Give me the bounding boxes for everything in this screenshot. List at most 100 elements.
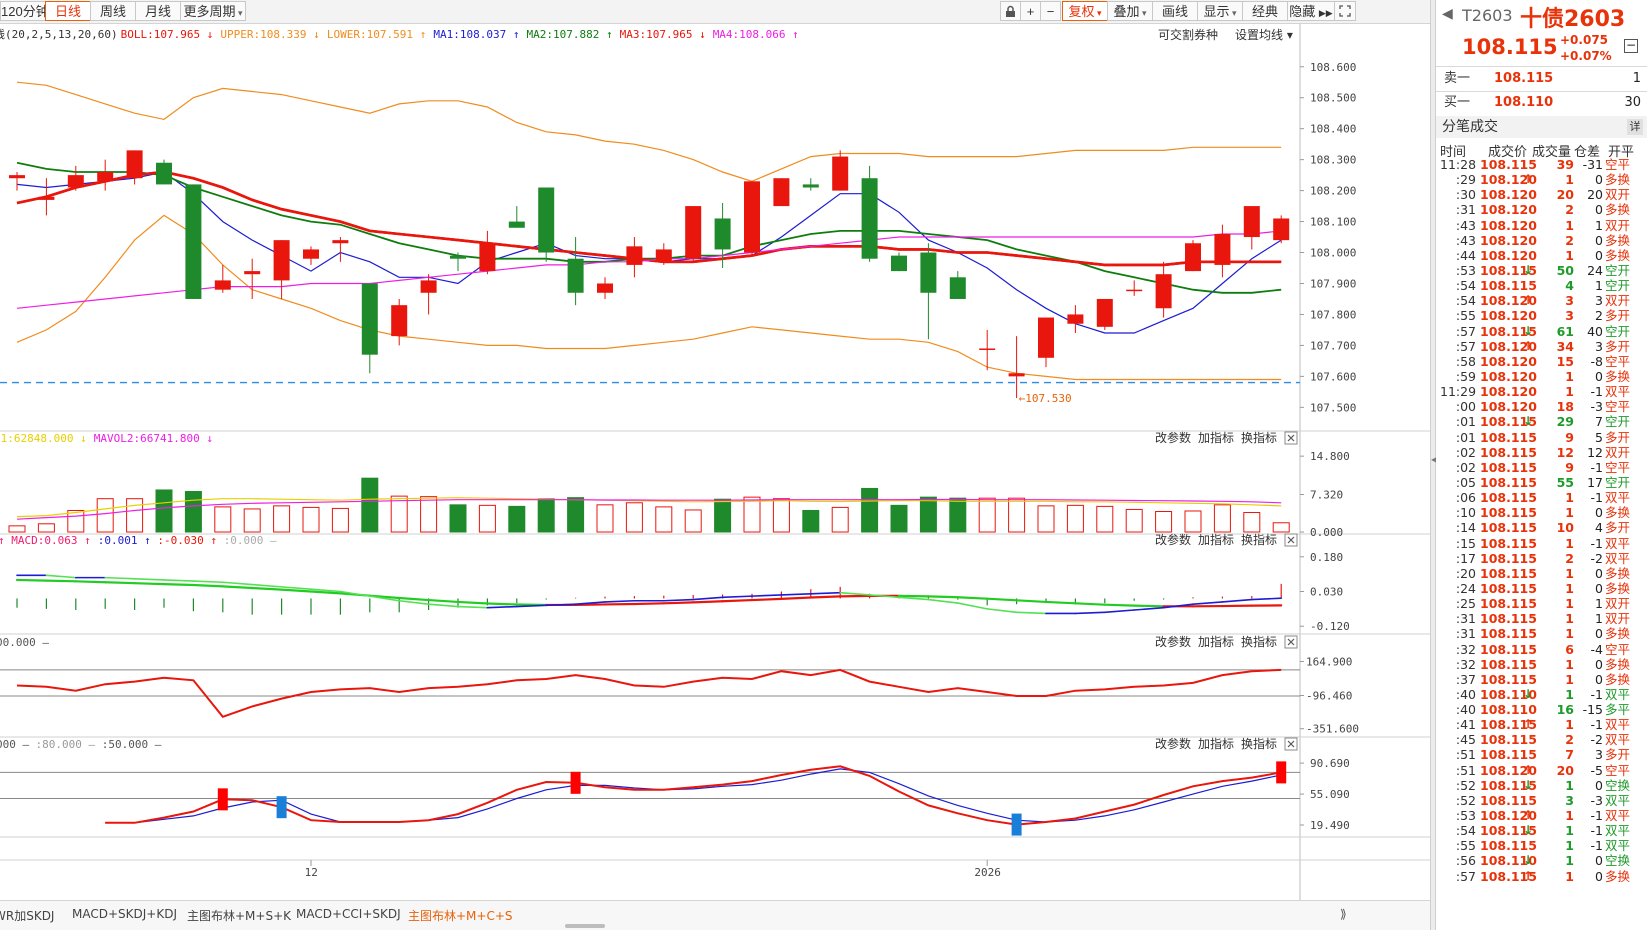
minimize-icon[interactable]: −	[1624, 38, 1638, 53]
series-lower	[16, 214, 1282, 381]
quote-sidebar: ◀ T2603 十债2603 108.115 +0.075 +0.07% − 卖…	[1436, 0, 1647, 930]
tick-row: :31 108.115 1 1 双开	[1436, 611, 1647, 626]
tick-open-close: 双开	[1605, 217, 1631, 233]
prev-contract-icon[interactable]: ◀	[1442, 6, 1453, 22]
series-dea	[74, 580, 107, 584]
pane-button-switch-indicator[interactable]: 换指标	[1241, 736, 1277, 751]
collapse-arrow-icon[interactable]: ◀	[1431, 455, 1438, 464]
tick-open-close: 空平	[1605, 762, 1631, 778]
more-periods-dropdown[interactable]: 更多周期	[180, 1, 246, 21]
tick-row: :54 108.115 4 1 空开	[1436, 278, 1647, 293]
series-dea	[398, 596, 430, 602]
zoom-in-icon[interactable]: +	[1020, 1, 1041, 21]
pane-button-add-indicator[interactable]: 加指标	[1198, 532, 1234, 547]
panel-splitter[interactable]: ◀	[1430, 0, 1438, 930]
tick-open-close: 多换	[1605, 202, 1631, 218]
tab-boll-m-s-k[interactable]: 主图布林+M+S+K	[187, 909, 292, 923]
series-dea	[692, 600, 724, 604]
tick-price: 108.115	[1480, 520, 1537, 536]
pane-button-edit-params[interactable]: 改参数	[1155, 634, 1191, 649]
tick-oi-change: -3	[1590, 792, 1603, 808]
zoom-out-icon[interactable]: −	[1040, 1, 1061, 21]
tick-row: :01 108.115 ↓ 29 7 空开	[1436, 414, 1647, 429]
series-dea	[486, 602, 518, 606]
tick-open-close: 多换	[1605, 172, 1631, 188]
tick-volume: 10	[1556, 520, 1574, 536]
kline-chart[interactable]: 108.600 108.500 108.400 108.300 108.200 108.1…	[0, 24, 1430, 900]
period-monthly-button[interactable]: 月线	[135, 1, 181, 21]
pane-button-add-indicator[interactable]: 加指标	[1198, 736, 1234, 751]
tick-volume: 1	[1565, 853, 1574, 869]
volume-bar	[390, 495, 408, 533]
lock-icon[interactable]	[1000, 1, 1021, 21]
tick-volume: 1	[1565, 217, 1574, 233]
fullscreen-icon[interactable]	[1334, 1, 1356, 21]
tick-time: :55	[1455, 838, 1476, 854]
pane-button-switch-indicator[interactable]: 换指标	[1241, 634, 1277, 649]
series-dif	[339, 590, 371, 597]
tab-boll-m-c-s[interactable]: 主图布林+M+C+S	[408, 909, 513, 923]
candle-body	[9, 175, 25, 179]
tab-macd-skdj-kdj[interactable]: MACD+SKDJ+KDJ	[72, 907, 177, 921]
classic-button[interactable]: 经典	[1242, 1, 1288, 21]
period-120min-button[interactable]: 120分钟	[0, 1, 49, 21]
tab-wr-skdj[interactable]: WR加SKDJ	[0, 909, 55, 923]
tick-price: 108.115	[1480, 278, 1537, 294]
tick-open-close: 空开	[1605, 323, 1631, 339]
volume-bar	[1213, 504, 1231, 533]
display-dropdown[interactable]: 显示	[1197, 1, 1243, 21]
tick-time: :45	[1455, 732, 1476, 748]
series-dea	[809, 595, 842, 599]
series-dif	[898, 596, 930, 601]
candle-body	[156, 162, 172, 185]
kdj-tick-label: 90.690	[1310, 757, 1350, 770]
tick-price: 108.115	[1480, 414, 1537, 430]
tick-price: 108.115	[1480, 717, 1537, 733]
pane-button-switch-indicator[interactable]: 换指标	[1241, 532, 1277, 547]
pane-button-add-indicator[interactable]: 加指标	[1198, 430, 1234, 445]
candle-body	[1038, 317, 1054, 358]
tick-row: :57 108.115 ↓ 61 40 空开	[1436, 324, 1647, 339]
volume-indicator-header: MAVOL2:66741.800 ↓	[94, 432, 213, 445]
kdj-tick-label: 55.090	[1310, 788, 1350, 801]
tabs-scroll-right-icon[interactable]: ⟫	[1340, 907, 1347, 921]
tick-price: 108.115	[1480, 505, 1537, 521]
close-x-glyph	[1287, 740, 1295, 748]
tick-volume: 1	[1565, 717, 1574, 733]
series-dea	[927, 595, 959, 599]
ticks-list[interactable]: 11:28 108.115 39 -31 空平:29 108.120 ↑ 1 0 多换:30 108…	[1436, 157, 1647, 884]
tick-price: 108.120	[1480, 399, 1537, 415]
pane-button-edit-params[interactable]: 改参数	[1155, 736, 1191, 751]
pane-button-add-indicator[interactable]: 加指标	[1198, 634, 1234, 649]
tick-time: :55	[1455, 308, 1476, 324]
overlay-dropdown[interactable]: 叠加	[1107, 1, 1153, 21]
tick-row: :55 108.115 1 -1 双平	[1436, 838, 1647, 853]
tick-open-close: 双平	[1605, 535, 1631, 551]
tick-time: 11:28	[1440, 157, 1477, 172]
tick-volume: 20	[1556, 187, 1574, 203]
period-daily-button[interactable]: 日线	[45, 1, 91, 21]
tab-macd-cci-skdj[interactable]: MACD+CCI+SKDJ	[296, 907, 401, 921]
candle-body	[626, 246, 643, 265]
ma-settings-dropdown: 设置均线 ▾	[1235, 28, 1293, 42]
horizontal-scrollbar[interactable]	[565, 924, 605, 928]
tick-volume: 2	[1565, 202, 1574, 218]
tick-row: 11:29 108.120 1 -1 双平	[1436, 384, 1647, 399]
draw-line-button[interactable]: 画线	[1152, 1, 1198, 21]
ticks-detail-button[interactable]: 详	[1627, 119, 1643, 135]
chart-area[interactable]: 108.600 108.500 108.400 108.300 108.200 108.1…	[0, 24, 1430, 900]
price-tick-label: 107.800	[1310, 308, 1356, 321]
adjust-rights-dropdown[interactable]: 复权	[1062, 1, 1108, 21]
pane-button-switch-indicator[interactable]: 换指标	[1241, 430, 1277, 445]
volume-tick-label: 14.800	[1310, 450, 1350, 463]
tick-open-close: 空平	[1605, 399, 1631, 415]
pane-button-edit-params[interactable]: 改参数	[1155, 532, 1191, 547]
time-tick-label: 2026	[974, 866, 1001, 879]
pane-button-edit-params[interactable]: 改参数	[1155, 430, 1191, 445]
hide-button[interactable]: 隐藏 ▶▶	[1287, 1, 1335, 21]
tick-volume: 1	[1565, 580, 1574, 596]
volume-bar	[361, 477, 379, 533]
volume-bar	[302, 506, 320, 533]
candle-body	[185, 184, 202, 299]
period-weekly-button[interactable]: 周线	[90, 1, 136, 21]
